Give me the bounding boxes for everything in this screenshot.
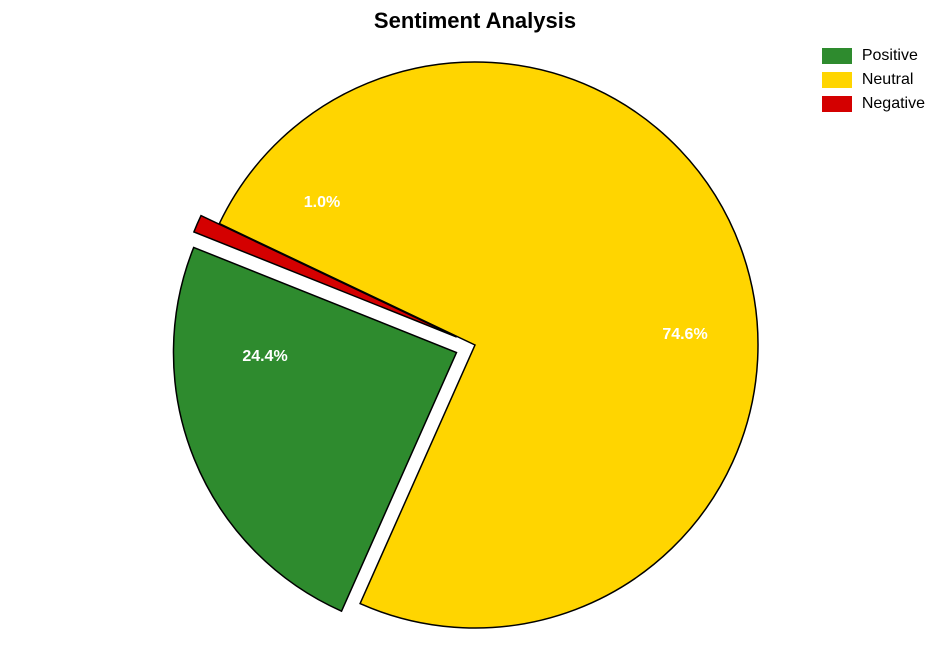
- pie-label-negative: 1.0%: [304, 194, 340, 212]
- legend-swatch-negative: [822, 96, 852, 112]
- legend-item-negative: Negative: [822, 95, 925, 113]
- legend: Positive Neutral Negative: [822, 47, 925, 119]
- legend-item-neutral: Neutral: [822, 71, 925, 89]
- legend-swatch-neutral: [822, 72, 852, 88]
- legend-label-positive: Positive: [862, 47, 918, 65]
- legend-label-negative: Negative: [862, 95, 925, 113]
- legend-swatch-positive: [822, 48, 852, 64]
- pie-label-positive: 24.4%: [242, 348, 287, 366]
- pie-chart: [0, 0, 950, 662]
- legend-item-positive: Positive: [822, 47, 925, 65]
- legend-label-neutral: Neutral: [862, 71, 914, 89]
- pie-label-neutral: 74.6%: [662, 326, 707, 344]
